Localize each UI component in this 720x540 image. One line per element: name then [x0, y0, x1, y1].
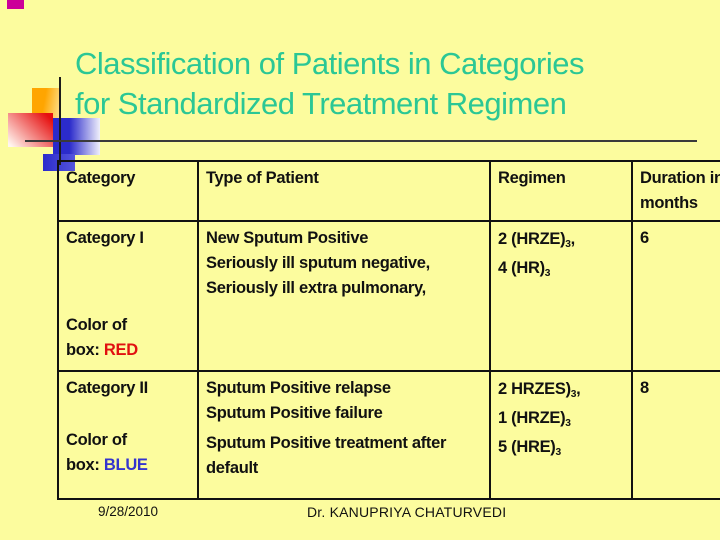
title-underline	[25, 140, 697, 142]
box-label: box:	[66, 456, 104, 474]
table-row-category-2: Category II Color of box: BLUE Sputum Po…	[57, 370, 720, 500]
box-color-line: box: RED	[66, 338, 190, 363]
regimen-line: 2 HRZES)3,	[498, 380, 581, 400]
cell-type-2: Sputum Positive relapse Sputum Positive …	[197, 370, 491, 500]
header-regimen: Regimen	[489, 160, 633, 222]
category-2-color-note: Color of box: BLUE	[66, 428, 190, 478]
slide-title-line1: Classification of Patients in Categories	[75, 46, 584, 81]
subscript: 3	[565, 417, 571, 429]
box-color-value-blue: BLUE	[103, 456, 148, 474]
cell-regimen-2: 2 HRZES)3, 1 (HRZE)3 5 (HRE)3	[489, 370, 633, 500]
category-1-color-note: Color of box: RED	[66, 313, 190, 363]
regimen-line: 1 (HRZE)3	[498, 409, 571, 429]
subscript: 3	[565, 238, 571, 250]
subscript: 3	[555, 446, 562, 458]
subscript: 3	[570, 388, 577, 400]
header-type: Type of Patient	[197, 160, 491, 222]
box-color-line: box: BLUE	[66, 453, 190, 478]
color-of-label: Color of	[66, 431, 127, 449]
box-color-value-red: RED	[103, 341, 138, 359]
type-line: New Sputum Positive	[206, 229, 369, 247]
subscript: 3	[544, 267, 551, 279]
magenta-accent-square	[7, 0, 24, 9]
header-duration: Duration in months	[631, 160, 720, 222]
type-line: Sputum Positive failure	[206, 404, 383, 422]
table-header-row: Category Type of Patient Regimen Duratio…	[57, 160, 720, 222]
cell-duration-1: 6	[631, 220, 720, 372]
cell-regimen-1: 2 (HRZE)3, 4 (HR)3	[489, 220, 633, 372]
footer-date: 9/28/2010	[98, 504, 159, 519]
category-1-label: Category I	[66, 229, 144, 247]
box-label: box:	[66, 341, 104, 359]
type-line: Sputum Positive relapse	[206, 379, 391, 397]
type-line: Seriously ill sputum negative,	[206, 254, 430, 272]
regimen-line: 4 (HR)3	[498, 259, 551, 279]
slide-title-line2: for Standardized Treatment Regimen	[75, 86, 567, 121]
type-line: Seriously ill extra pulmonary,	[206, 279, 426, 297]
cell-category-1: Category I Color of box: RED	[57, 220, 199, 372]
regimen-line: 5 (HRE)3	[498, 438, 562, 458]
cell-category-2: Category II Color of box: BLUE	[57, 370, 199, 500]
slide-title: Classification of Patients in Categories…	[75, 44, 705, 124]
header-category: Category	[57, 160, 199, 222]
classification-table: Category Type of Patient Regimen Duratio…	[57, 160, 720, 500]
cell-duration-2: 8	[631, 370, 720, 500]
color-of-label: Color of	[66, 316, 127, 334]
cell-type-1: New Sputum Positive Seriously ill sputum…	[197, 220, 491, 372]
crosshair-vertical-line	[59, 77, 61, 165]
footer-author: Dr. KANUPRIYA CHATURVEDI	[307, 504, 507, 520]
table-row-category-1: Category I Color of box: RED New Sputum …	[57, 220, 720, 372]
regimen-line: 2 (HRZE)3,	[498, 230, 575, 250]
type-line: Sputum Positive treatment after default	[206, 434, 447, 477]
category-2-label: Category II	[66, 379, 148, 397]
